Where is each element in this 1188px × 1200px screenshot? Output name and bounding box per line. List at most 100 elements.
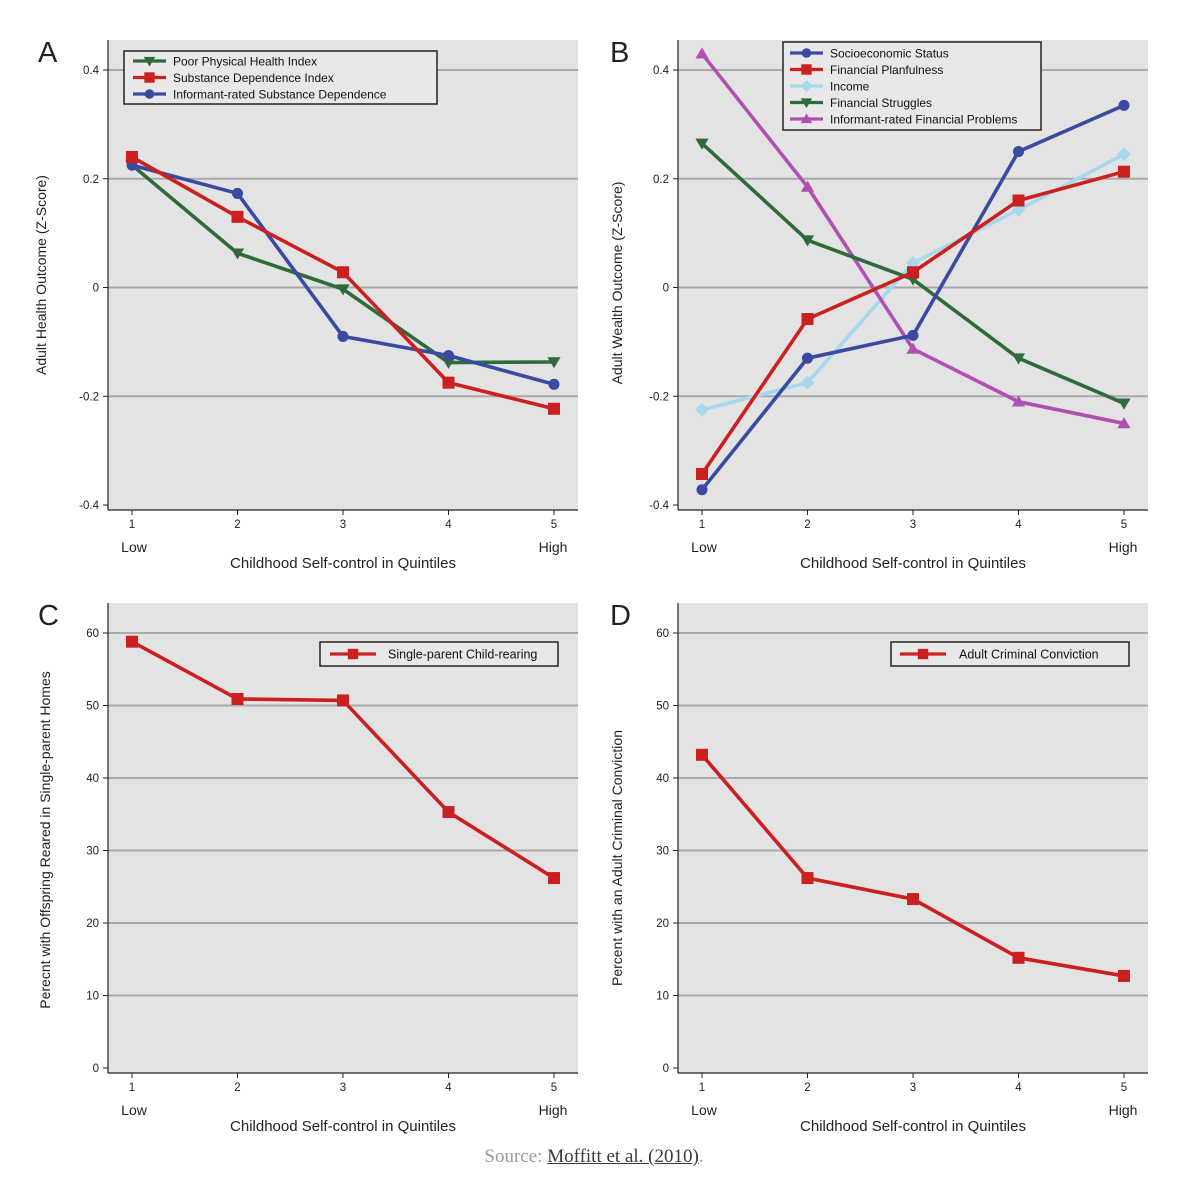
x-high-label: High xyxy=(539,539,568,555)
legend-swatch-marker xyxy=(801,48,812,58)
data-point xyxy=(1117,147,1131,162)
legend-label: Informant-rated Substance Dependence xyxy=(173,88,387,102)
y-tick-label: 0 xyxy=(663,1063,669,1075)
data-point xyxy=(800,235,815,247)
x-low-label: Low xyxy=(691,1102,718,1118)
figure: -0.4 -0.2 0 0.2 0.4 1 2 3 4 5 Low High Childhood Sel… xyxy=(33,37,1148,1135)
x-tick-label: 3 xyxy=(910,1082,916,1094)
y-axis-title: Percent with an Adult Criminal Convictio… xyxy=(609,730,625,986)
data-point xyxy=(337,330,349,342)
y-tick-label: -0.2 xyxy=(649,391,669,403)
data-point xyxy=(337,694,349,707)
panel-c: 0 10 20 30 40 50 60 1 2 3 4 5 Low High Childhood Self-… xyxy=(37,600,578,1135)
y-tick-label: 30 xyxy=(86,846,99,858)
legend-swatch-marker xyxy=(800,113,813,124)
y-tick-label: -0.4 xyxy=(79,500,99,512)
x-tick-label: 4 xyxy=(445,1082,452,1094)
legend-box xyxy=(782,41,1042,131)
legend-box xyxy=(123,50,438,105)
x-axis-title: Childhood Self-control in Quintiles xyxy=(800,555,1026,572)
panel-letter: D xyxy=(610,600,631,632)
x-low-label: Low xyxy=(691,539,718,555)
data-point xyxy=(336,284,350,296)
data-point xyxy=(230,248,245,260)
data-point xyxy=(696,748,708,761)
source-caption: Source: Moffitt et al. (2010). xyxy=(0,1146,1188,1168)
y-tick-label: 10 xyxy=(656,991,669,1003)
y-tick-label: 50 xyxy=(656,701,669,713)
x-tick-label: 1 xyxy=(699,519,705,531)
y-tick-label: 20 xyxy=(656,918,669,930)
panel-a: -0.4 -0.2 0 0.2 0.4 1 2 3 4 5 Low High Childhood Sel… xyxy=(33,37,578,572)
data-point xyxy=(695,47,709,59)
y-axis-title: Adult Wealth Outcome (Z-Score) xyxy=(609,182,625,385)
x-tick-label: 2 xyxy=(804,1082,810,1094)
data-point xyxy=(1011,353,1026,365)
data-point xyxy=(1011,395,1026,407)
data-point xyxy=(547,357,561,369)
data-point xyxy=(1118,969,1130,982)
y-tick-label: 60 xyxy=(86,628,99,640)
x-tick-label: 5 xyxy=(551,519,557,531)
data-point xyxy=(800,180,815,192)
x-axis-title: Childhood Self-control in Quintiles xyxy=(230,1118,456,1135)
x-high-label: High xyxy=(1109,539,1138,555)
data-point xyxy=(1118,99,1130,111)
y-tick-label: 20 xyxy=(86,918,99,930)
data-point xyxy=(907,266,919,279)
x-tick-label: 4 xyxy=(1015,519,1022,531)
x-tick-label: 4 xyxy=(1015,1082,1022,1094)
data-point xyxy=(442,806,455,819)
legend-label: Informant-rated Financial Problems xyxy=(830,113,1017,127)
legend-swatch-marker xyxy=(917,648,929,660)
legend: Adult Criminal Conviction xyxy=(890,641,1130,667)
data-point xyxy=(695,138,709,150)
y-tick-label: 50 xyxy=(86,701,99,713)
data-point xyxy=(1118,165,1130,178)
x-tick-label: 1 xyxy=(699,1082,705,1094)
data-point xyxy=(906,256,920,270)
legend-swatch-marker xyxy=(144,72,155,83)
x-tick-label: 2 xyxy=(804,519,810,531)
data-point xyxy=(907,893,919,906)
y-tick-label: 10 xyxy=(86,991,99,1003)
data-point xyxy=(1012,146,1025,158)
data-point xyxy=(548,378,560,390)
x-tick-label: 3 xyxy=(910,519,916,531)
y-tick-label: 0 xyxy=(93,1063,99,1075)
plot-background xyxy=(108,603,578,1073)
legend: Poor Physical Health Index Substance Depe… xyxy=(123,50,438,105)
x-tick-label: 3 xyxy=(340,1082,346,1094)
data-point xyxy=(906,342,920,354)
x-axis-title: Childhood Self-control in Quintiles xyxy=(800,1118,1026,1135)
data-point xyxy=(696,468,708,481)
legend: Single-parent Child-rearing xyxy=(319,641,559,667)
series-informant-rated-financial-problems xyxy=(695,47,1131,429)
x-tick-label: 5 xyxy=(551,1082,557,1094)
x-axis-title: Childhood Self-control in Quintiles xyxy=(230,555,456,572)
data-point xyxy=(126,151,138,163)
x-tick-label: 2 xyxy=(234,519,240,531)
data-point xyxy=(442,376,455,389)
x-low-label: Low xyxy=(121,1102,148,1118)
data-point xyxy=(441,357,456,369)
panel-letter: B xyxy=(610,37,629,69)
legend-label: Single-parent Child-rearing xyxy=(388,648,537,662)
source-link[interactable]: Moffitt et al. (2010) xyxy=(547,1146,699,1167)
data-point xyxy=(1012,951,1025,964)
data-point xyxy=(800,375,815,390)
data-point xyxy=(126,635,138,648)
y-axis-title: Perecnt with Offspring Reared in Single-… xyxy=(37,671,53,1008)
series-socioeconomic-status xyxy=(696,99,1130,496)
x-tick-label: 4 xyxy=(445,519,452,531)
y-tick-label: 60 xyxy=(656,628,669,640)
x-high-label: High xyxy=(1109,1102,1138,1118)
data-point xyxy=(231,692,244,705)
legend-label: Adult Criminal Conviction xyxy=(959,648,1099,662)
y-tick-label: 0.4 xyxy=(83,65,100,77)
series-single-parent-child-rearing xyxy=(126,635,560,885)
panel-b: -0.4 -0.2 0 0.2 0.4 1 2 3 4 5 Low High Childhood Sel… xyxy=(609,37,1148,572)
data-point xyxy=(695,402,709,417)
data-point xyxy=(442,349,455,361)
y-tick-label: -0.2 xyxy=(79,391,99,403)
